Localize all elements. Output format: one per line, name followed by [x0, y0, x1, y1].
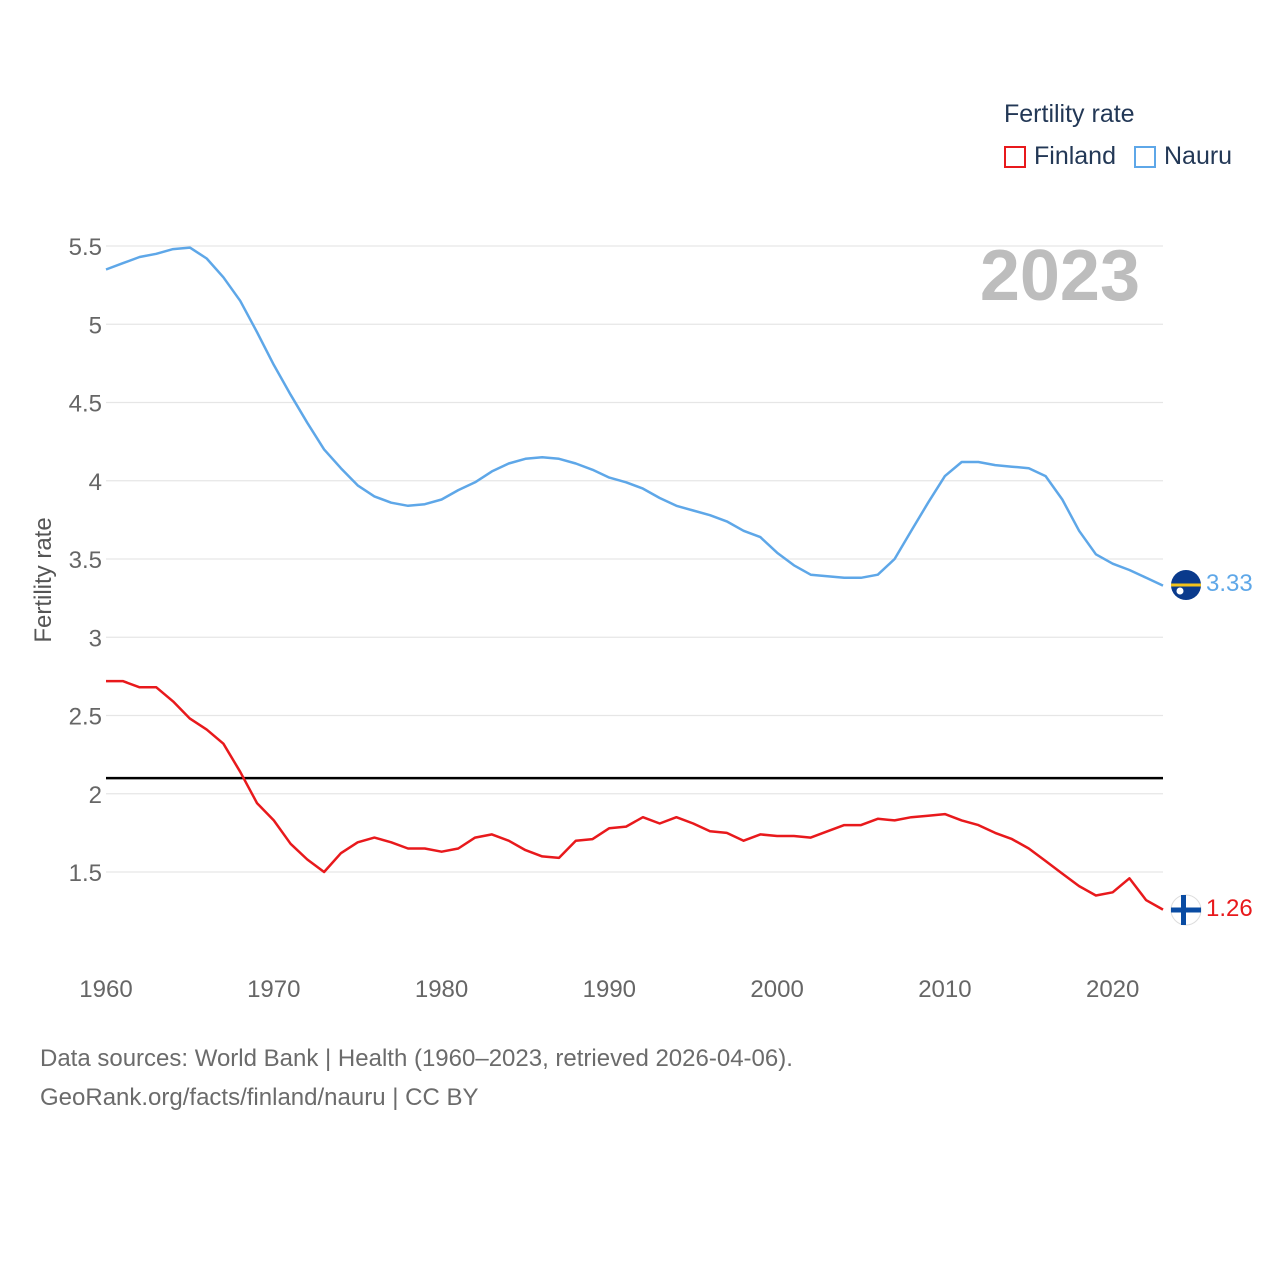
legend-title: Fertility rate — [1004, 100, 1135, 128]
y-tick-label: 3 — [89, 625, 102, 652]
nauru-end-label: 3.33 — [1206, 570, 1253, 597]
x-tick-label: 1980 — [415, 976, 468, 1003]
finland-end-label: 1.26 — [1206, 895, 1253, 922]
x-tick-label: 2000 — [750, 976, 803, 1003]
x-axis-ticks: 1960 1970 1980 1990 2000 2010 2020 — [79, 976, 1139, 1003]
year-watermark: 2023 — [980, 236, 1140, 316]
y-tick-label: 4.5 — [69, 391, 102, 418]
legend-item-nauru[interactable]: Nauru — [1134, 142, 1232, 171]
finland-swatch-icon — [1004, 145, 1026, 168]
y-axis-label: Fertility rate — [30, 517, 57, 642]
x-tick-label: 2010 — [918, 976, 971, 1003]
x-tick-label: 1960 — [79, 976, 132, 1003]
series-lines — [105, 246, 1164, 911]
nauru-flag-icon — [1171, 570, 1201, 600]
y-axis-ticks: 1.5 2 2.5 3 3.5 4 4.5 5 5.5 — [69, 234, 102, 887]
attribution-line[interactable]: GeoRank.org/facts/finland/nauru | CC BY — [40, 1084, 479, 1111]
x-tick-label: 2020 — [1086, 976, 1139, 1003]
y-tick-label: 5 — [89, 312, 102, 339]
legend-label-finland: Finland — [1034, 142, 1116, 170]
y-tick-label: 2 — [89, 782, 102, 809]
x-tick-label: 1970 — [247, 976, 300, 1003]
legend-label-nauru: Nauru — [1164, 142, 1233, 170]
series-line-finland — [106, 679, 1164, 911]
y-tick-label: 4 — [89, 469, 102, 496]
series-end-markers — [1170, 570, 1202, 926]
y-tick-label: 3.5 — [69, 547, 102, 574]
legend-item-finland[interactable]: Finland — [1004, 142, 1116, 171]
legend: Finland Nauru — [1004, 142, 1250, 171]
series-line-nauru — [105, 246, 1164, 587]
y-tick-label: 2.5 — [69, 704, 102, 731]
y-tick-label: 1.5 — [69, 860, 102, 887]
y-tick-label: 5.5 — [69, 234, 102, 261]
finland-flag-icon — [1170, 894, 1202, 926]
x-tick-label: 1990 — [583, 976, 636, 1003]
source-line: Data sources: World Bank | Health (1960–… — [40, 1045, 793, 1072]
nauru-swatch-icon — [1134, 145, 1156, 168]
gridlines — [106, 245, 1163, 873]
